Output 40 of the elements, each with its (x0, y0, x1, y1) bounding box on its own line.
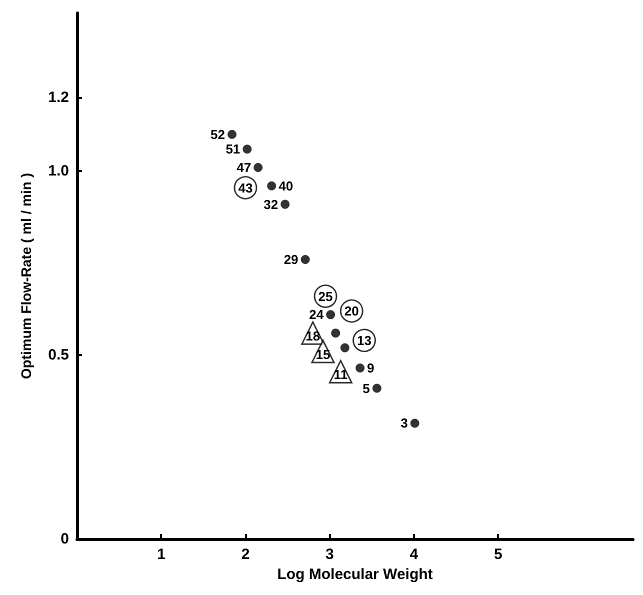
point (331, 328, 340, 338)
annotation: 9 (367, 360, 374, 376)
x-tick-label: 1 (157, 546, 166, 564)
point (280, 200, 290, 209)
point (267, 181, 276, 190)
x-tick-label: 3 (326, 546, 334, 564)
annotation: 25 (318, 288, 333, 304)
annotation: 32 (264, 196, 278, 212)
y-tick-label: 0.5 (48, 346, 69, 364)
annotation: 24 (309, 307, 324, 322)
annotation: 15 (316, 346, 330, 362)
point (356, 364, 365, 373)
annotation: 11 (334, 367, 348, 382)
x-axis-title: Log Molecular Weight (277, 566, 433, 583)
point (340, 343, 350, 352)
annotation: 3 (400, 416, 408, 431)
annotation: 5 (362, 380, 370, 396)
y-tick-label: 1.0 (48, 162, 69, 180)
point (372, 384, 382, 393)
point (410, 418, 420, 428)
annotation: 13 (357, 332, 372, 348)
annotation: 20 (344, 304, 359, 318)
annotation: 43 (238, 180, 253, 196)
point (254, 163, 263, 172)
point (242, 144, 252, 154)
x-tick-label: 5 (494, 546, 502, 564)
y-tick-label: 1.2 (48, 89, 69, 106)
annotation: 51 (226, 142, 240, 157)
point (300, 254, 310, 264)
point (228, 130, 237, 139)
x-tick-label: 2 (241, 546, 250, 564)
point (326, 310, 336, 320)
annotation: 47 (236, 160, 252, 176)
y-axis-title: Optimum Flow-Rate ( ml / min ) (18, 172, 34, 380)
annotation: 18 (306, 328, 320, 344)
annotation: 40 (278, 178, 294, 194)
y-tick-label: 0 (60, 530, 69, 548)
x-tick-label: 4 (410, 546, 419, 564)
annotation: 52 (210, 126, 226, 142)
annotation: 29 (284, 252, 298, 267)
